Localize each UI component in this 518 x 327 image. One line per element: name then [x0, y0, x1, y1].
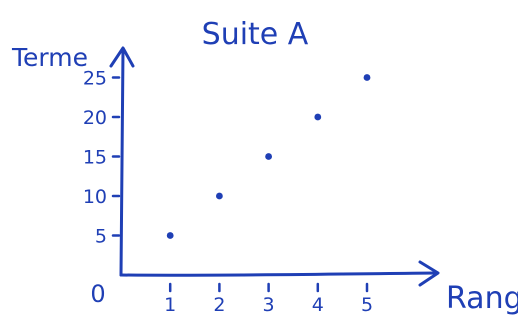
data-point: [166, 232, 174, 239]
x-axis-arrowhead: [418, 260, 440, 287]
x-axis-label: Rang: [446, 281, 518, 316]
y-axis-label: Terme: [11, 43, 88, 72]
y-tick-label: 15: [83, 147, 107, 169]
x-tick-label: 2: [213, 294, 225, 316]
y-tick-label: 5: [95, 226, 107, 248]
x-tick-label: 4: [312, 294, 324, 316]
x-tick-label: 1: [164, 294, 176, 316]
data-point: [363, 74, 371, 81]
data-point: [216, 192, 223, 200]
x-axis-line: [119, 271, 438, 277]
origin-label: 0: [90, 280, 105, 308]
y-tick-label: 20: [83, 107, 107, 129]
y-tick-label: 10: [83, 186, 107, 208]
x-tick-label: 3: [263, 294, 275, 316]
data-point: [314, 113, 322, 121]
chart-title: Suite A: [202, 17, 309, 52]
data-point: [265, 153, 272, 160]
x-tick-label: 5: [361, 294, 373, 316]
y-axis-line: [119, 48, 125, 277]
y-axis-arrowhead: [109, 46, 135, 68]
y-tick-label: 25: [83, 68, 107, 90]
